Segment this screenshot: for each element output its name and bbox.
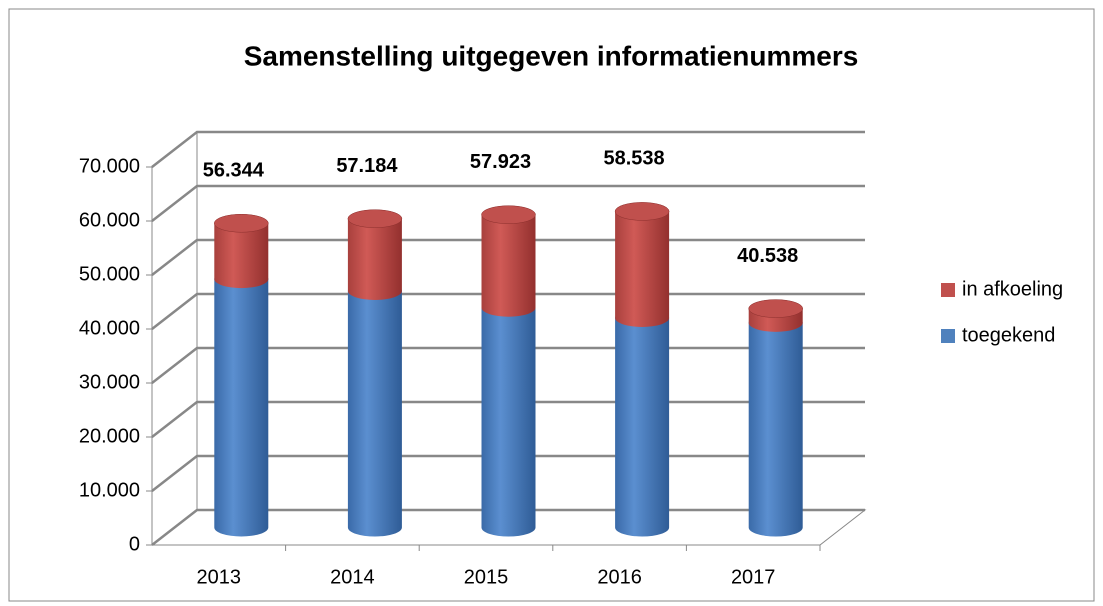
bar-segment bbox=[347, 281, 402, 537]
y-tick-label: 50.000 bbox=[79, 263, 140, 285]
legend-swatch bbox=[941, 283, 955, 297]
bar-cap bbox=[748, 299, 803, 318]
bar-cap bbox=[481, 205, 536, 224]
total-label: 40.538 bbox=[737, 245, 798, 267]
total-label: 57.923 bbox=[470, 151, 531, 173]
bar-segment bbox=[214, 214, 269, 289]
x-tick-label: 2013 bbox=[197, 566, 242, 588]
y-tick-label: 20.000 bbox=[79, 425, 140, 447]
y-tick-label: 60.000 bbox=[79, 209, 140, 231]
bar-segment bbox=[214, 270, 269, 537]
chart-frame bbox=[8, 8, 1095, 602]
bar-cap bbox=[614, 202, 670, 221]
x-tick-label: 2014 bbox=[330, 566, 375, 588]
legend-label: in afkoeling bbox=[962, 278, 1063, 300]
legend-label: toegekend bbox=[962, 324, 1055, 346]
bar-segment bbox=[615, 202, 670, 327]
bar-cap bbox=[347, 209, 403, 228]
y-tick-label: 10.000 bbox=[79, 479, 140, 501]
x-tick-label: 2017 bbox=[731, 566, 776, 588]
bar-segment bbox=[615, 308, 670, 537]
bar-segment bbox=[347, 209, 402, 300]
total-label: 58.538 bbox=[604, 148, 665, 170]
y-tick-label: 70.000 bbox=[79, 155, 140, 177]
bar-segment bbox=[481, 298, 536, 537]
x-tick-label: 2016 bbox=[597, 566, 642, 588]
grid-line bbox=[151, 130, 865, 168]
legend-swatch bbox=[941, 329, 955, 343]
bar-segment bbox=[481, 205, 536, 317]
chart-title: Samenstelling uitgegeven informatienumme… bbox=[244, 40, 859, 71]
bar-segment bbox=[748, 313, 803, 537]
grid-line bbox=[151, 184, 865, 222]
y-tick-label: 0 bbox=[129, 533, 140, 555]
y-tick-label: 40.000 bbox=[79, 317, 140, 339]
total-label: 56.344 bbox=[203, 160, 265, 182]
x-tick-label: 2015 bbox=[464, 566, 509, 588]
y-tick-label: 30.000 bbox=[79, 371, 140, 393]
bar-cap bbox=[214, 213, 269, 233]
total-label: 57.184 bbox=[336, 155, 398, 177]
